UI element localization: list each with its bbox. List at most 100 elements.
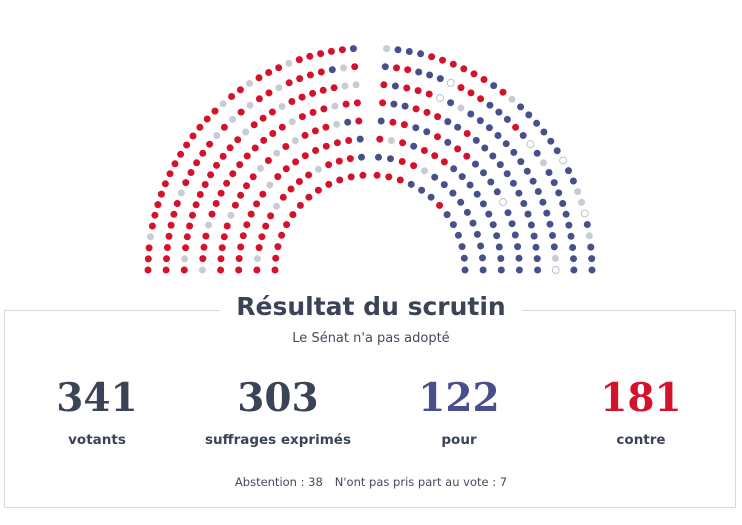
seat-pour — [458, 173, 466, 181]
seat-contre — [279, 193, 287, 201]
seat-contre — [255, 74, 263, 82]
seat-pour — [546, 220, 554, 228]
seat-pour — [525, 111, 533, 119]
seat-pour — [503, 115, 511, 123]
seat-contre — [218, 244, 226, 252]
seat-non-votant — [551, 266, 560, 274]
seat-contre — [220, 123, 228, 131]
seat-contre — [431, 152, 439, 160]
seat-pour — [426, 71, 434, 79]
seat-contre — [274, 173, 282, 181]
seat-contre — [196, 123, 204, 131]
seat-contre — [449, 60, 457, 68]
seat-contre — [470, 70, 478, 78]
seat-contre — [217, 255, 225, 263]
seat-pour — [412, 124, 420, 132]
seat-pour — [508, 220, 516, 228]
seat-contre — [267, 212, 275, 220]
seat-abstention — [585, 232, 593, 240]
seat-contre — [285, 79, 293, 87]
non-votants-count: N'ont pas pris part au vote : 7 — [334, 475, 508, 489]
seat-contre — [454, 145, 462, 153]
seat-contre — [412, 105, 420, 113]
seat-pour — [480, 169, 487, 177]
seat-contre — [393, 64, 400, 72]
seat-pour — [509, 179, 517, 187]
seat-contre — [208, 210, 216, 218]
seat-contre — [380, 81, 388, 89]
seat-contre — [260, 136, 268, 144]
seat-pour — [473, 190, 481, 198]
seat-abstention — [291, 137, 299, 145]
seat-abstention — [219, 100, 227, 108]
seat-contre — [353, 99, 361, 107]
seat-contre — [243, 221, 251, 229]
seat-contre — [335, 157, 343, 165]
seat-contre — [223, 179, 231, 187]
seat-abstention — [331, 102, 339, 110]
seat-pour — [495, 108, 503, 116]
seat-contre — [342, 100, 350, 108]
seat-pour — [381, 63, 389, 71]
seat-pour — [495, 243, 503, 251]
seat-contre — [255, 244, 263, 252]
seat-abstention — [508, 95, 516, 103]
seat-contre — [192, 201, 200, 209]
seat-contre — [161, 180, 169, 188]
stat-contre: 181 contre — [546, 372, 736, 448]
seat-pour — [356, 135, 364, 143]
seat-pour — [534, 188, 542, 195]
seat-contre — [305, 193, 313, 201]
seat-pour — [387, 155, 394, 163]
seat-pour — [530, 232, 538, 240]
seat-abstention — [266, 181, 274, 189]
seat-pour — [570, 266, 578, 274]
seat-contre — [217, 189, 225, 197]
seat-pour — [529, 177, 537, 185]
seat-contre — [301, 152, 309, 160]
seat-contre — [189, 211, 196, 219]
seat-pour — [588, 266, 596, 274]
seat-contre — [320, 105, 328, 113]
seat-pour — [377, 117, 385, 125]
seat-contre — [425, 90, 433, 98]
seat-contre — [187, 169, 195, 176]
abstention-count: Abstention : 38 — [234, 475, 323, 489]
seat-pour — [493, 232, 501, 240]
seat-contre — [213, 161, 220, 169]
seat-pour — [458, 243, 466, 251]
seat-contre — [345, 137, 353, 144]
seat-pour — [517, 158, 525, 166]
seat-contre — [271, 266, 279, 274]
seat-contre — [259, 190, 267, 198]
seat-pour — [449, 189, 457, 197]
seat-contre — [217, 266, 225, 274]
seat-pour — [457, 198, 465, 206]
seat-contre — [338, 46, 346, 54]
seat-pour — [503, 170, 511, 178]
seat-contre — [414, 87, 422, 95]
seat-contre — [250, 121, 258, 129]
seat-abstention — [278, 103, 286, 110]
seat-contre — [319, 86, 327, 94]
seat-pour — [423, 128, 431, 136]
seat-contre — [309, 89, 317, 97]
seat-contre — [163, 255, 170, 263]
seat-contre — [243, 152, 251, 160]
seat-pour — [418, 186, 426, 194]
seat-contre — [165, 232, 173, 240]
seat-pour — [588, 255, 596, 263]
seat-contre — [258, 233, 266, 241]
seat-pour — [431, 173, 439, 181]
seat-contre — [317, 50, 325, 58]
seat-contre — [237, 243, 245, 251]
seat-contre — [144, 266, 152, 274]
seat-pour — [569, 244, 577, 251]
seat-contre — [202, 232, 210, 240]
seat-pour — [410, 142, 418, 150]
seat-contre — [274, 243, 282, 251]
seat-contre — [262, 222, 270, 230]
seat-pour — [463, 208, 471, 216]
seat-pour — [490, 82, 498, 90]
seat-pour — [460, 254, 468, 262]
